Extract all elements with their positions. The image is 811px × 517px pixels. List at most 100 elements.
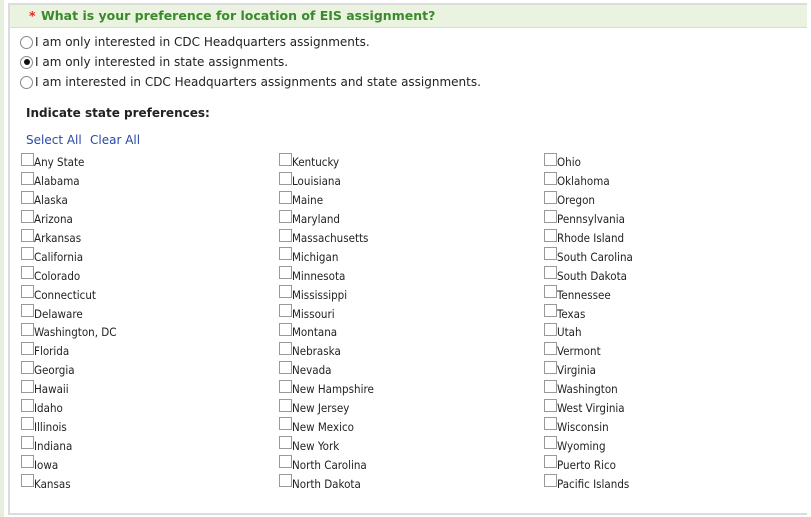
- state-checkbox-item[interactable]: North Dakota: [279, 474, 374, 493]
- checkbox[interactable]: [21, 322, 34, 336]
- checkbox[interactable]: [279, 247, 292, 261]
- state-checkbox-item[interactable]: California: [21, 247, 117, 266]
- radio-option-hq-only[interactable]: I am only interested in CDC Headquarters…: [20, 35, 370, 49]
- state-checkbox-item[interactable]: Kansas: [21, 474, 117, 493]
- state-checkbox-item[interactable]: Michigan: [279, 247, 374, 266]
- checkbox[interactable]: [279, 285, 292, 299]
- state-checkbox-item[interactable]: Arkansas: [21, 228, 117, 248]
- state-checkbox-item[interactable]: Mississippi: [279, 285, 374, 304]
- state-checkbox-item[interactable]: Vermont: [544, 341, 633, 361]
- checkbox[interactable]: [21, 379, 34, 393]
- state-checkbox-item[interactable]: Utah: [544, 322, 633, 342]
- checkbox[interactable]: [544, 304, 557, 318]
- state-checkbox-item[interactable]: Washington: [544, 379, 633, 399]
- checkbox[interactable]: [279, 190, 292, 204]
- checkbox[interactable]: [21, 436, 34, 450]
- radio-option-state-only[interactable]: I am only interested in state assignment…: [20, 55, 288, 69]
- state-checkbox-item[interactable]: Ohio: [544, 152, 633, 172]
- select-all-link[interactable]: Select All: [26, 133, 82, 147]
- checkbox[interactable]: [21, 455, 34, 469]
- radio-button[interactable]: [20, 55, 33, 69]
- radio-button[interactable]: [20, 75, 33, 89]
- state-checkbox-item[interactable]: Puerto Rico: [544, 455, 633, 474]
- state-checkbox-item[interactable]: New York: [279, 436, 374, 455]
- state-checkbox-item[interactable]: Texas: [544, 304, 633, 323]
- checkbox[interactable]: [544, 266, 557, 280]
- checkbox[interactable]: [544, 152, 557, 166]
- state-checkbox-item[interactable]: Wisconsin: [544, 417, 633, 436]
- checkbox[interactable]: [544, 341, 557, 355]
- checkbox[interactable]: [544, 228, 557, 242]
- state-checkbox-item[interactable]: Minnesota: [279, 266, 374, 285]
- checkbox[interactable]: [279, 455, 292, 469]
- checkbox[interactable]: [21, 474, 34, 488]
- state-checkbox-item[interactable]: Connecticut: [21, 285, 117, 304]
- checkbox[interactable]: [279, 152, 292, 166]
- checkbox[interactable]: [279, 398, 292, 412]
- checkbox[interactable]: [279, 266, 292, 280]
- checkbox[interactable]: [21, 152, 34, 166]
- state-checkbox-item[interactable]: Nevada: [279, 360, 374, 380]
- checkbox[interactable]: [21, 209, 34, 223]
- state-checkbox-item[interactable]: South Dakota: [544, 266, 633, 285]
- checkbox[interactable]: [21, 360, 34, 374]
- checkbox[interactable]: [279, 304, 292, 318]
- state-checkbox-item[interactable]: Georgia: [21, 360, 117, 380]
- state-checkbox-item[interactable]: Hawaii: [21, 379, 117, 399]
- checkbox[interactable]: [21, 228, 34, 242]
- checkbox[interactable]: [544, 379, 557, 393]
- state-checkbox-item[interactable]: Any State: [21, 152, 117, 172]
- state-checkbox-item[interactable]: New Mexico: [279, 417, 374, 436]
- state-checkbox-item[interactable]: Oklahoma: [544, 171, 633, 191]
- state-checkbox-item[interactable]: Massachusetts: [279, 228, 374, 248]
- state-checkbox-item[interactable]: Iowa: [21, 455, 117, 474]
- checkbox[interactable]: [279, 322, 292, 336]
- checkbox[interactable]: [21, 247, 34, 261]
- checkbox[interactable]: [544, 417, 557, 431]
- state-checkbox-item[interactable]: Rhode Island: [544, 228, 633, 248]
- state-checkbox-item[interactable]: Tennessee: [544, 285, 633, 304]
- checkbox[interactable]: [21, 190, 34, 204]
- checkbox[interactable]: [279, 209, 292, 223]
- radio-option-both[interactable]: I am interested in CDC Headquarters assi…: [20, 75, 481, 89]
- state-checkbox-item[interactable]: South Carolina: [544, 247, 633, 266]
- state-checkbox-item[interactable]: Louisiana: [279, 171, 374, 191]
- checkbox[interactable]: [21, 171, 34, 185]
- checkbox[interactable]: [544, 285, 557, 299]
- state-checkbox-item[interactable]: Pennsylvania: [544, 209, 633, 229]
- state-checkbox-item[interactable]: Virginia: [544, 360, 633, 380]
- state-checkbox-item[interactable]: Wyoming: [544, 436, 633, 455]
- checkbox[interactable]: [544, 398, 557, 412]
- state-checkbox-item[interactable]: Illinois: [21, 417, 117, 436]
- state-checkbox-item[interactable]: Delaware: [21, 304, 117, 323]
- state-checkbox-item[interactable]: Pacific Islands: [544, 474, 633, 493]
- state-checkbox-item[interactable]: Kentucky: [279, 152, 374, 172]
- checkbox[interactable]: [544, 209, 557, 223]
- state-checkbox-item[interactable]: Oregon: [544, 190, 633, 210]
- state-checkbox-item[interactable]: Arizona: [21, 209, 117, 229]
- checkbox[interactable]: [21, 285, 34, 299]
- state-checkbox-item[interactable]: Washington, DC: [21, 322, 117, 342]
- checkbox[interactable]: [279, 379, 292, 393]
- checkbox[interactable]: [279, 436, 292, 450]
- state-checkbox-item[interactable]: Maryland: [279, 209, 374, 229]
- checkbox[interactable]: [544, 474, 557, 488]
- state-checkbox-item[interactable]: New Jersey: [279, 398, 374, 418]
- state-checkbox-item[interactable]: Indiana: [21, 436, 117, 455]
- checkbox[interactable]: [21, 341, 34, 355]
- state-checkbox-item[interactable]: West Virginia: [544, 398, 633, 418]
- checkbox[interactable]: [279, 228, 292, 242]
- checkbox[interactable]: [279, 474, 292, 488]
- checkbox[interactable]: [544, 247, 557, 261]
- checkbox[interactable]: [279, 341, 292, 355]
- state-checkbox-item[interactable]: Missouri: [279, 304, 374, 323]
- clear-all-link[interactable]: Clear All: [90, 133, 141, 147]
- radio-button[interactable]: [20, 35, 33, 49]
- checkbox[interactable]: [21, 266, 34, 280]
- state-checkbox-item[interactable]: Colorado: [21, 266, 117, 285]
- state-checkbox-item[interactable]: Montana: [279, 322, 374, 342]
- checkbox[interactable]: [544, 436, 557, 450]
- state-checkbox-item[interactable]: Maine: [279, 190, 374, 210]
- checkbox[interactable]: [544, 360, 557, 374]
- state-checkbox-item[interactable]: Idaho: [21, 398, 117, 418]
